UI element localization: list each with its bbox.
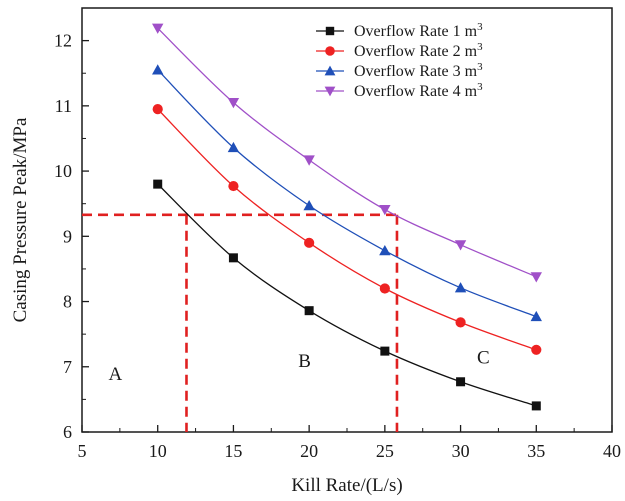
legend-label: Overflow Rate 1 m3 <box>354 21 483 40</box>
data-point <box>531 344 542 355</box>
data-point <box>153 179 163 189</box>
x-axis-label: Kill Rate/(L/s) <box>291 475 402 496</box>
data-point <box>304 237 315 248</box>
legend-item: Overflow Rate 1 m3 <box>316 21 483 40</box>
data-point <box>228 180 239 192</box>
data-point <box>379 283 390 294</box>
data-point <box>530 272 542 283</box>
y-tick-label: 9 <box>63 226 72 246</box>
region-label-b: B <box>298 351 311 372</box>
data-point <box>531 401 541 411</box>
x-tick-label: 35 <box>527 441 545 461</box>
legend-item: Overflow Rate 4 m3 <box>316 81 483 100</box>
legend-item: Overflow Rate 3 m3 <box>316 61 483 80</box>
y-tick-label: 8 <box>63 292 72 312</box>
series-1 <box>153 179 541 411</box>
legend-label: Overflow Rate 4 m3 <box>354 81 483 100</box>
x-tick-label: 20 <box>300 441 318 461</box>
series-line <box>157 69 537 318</box>
reference-lines <box>82 213 399 432</box>
legend-marker <box>325 46 335 56</box>
data-point <box>152 104 163 115</box>
data-point <box>380 346 390 356</box>
data-point <box>303 155 315 166</box>
x-tick-label: 40 <box>603 441 621 461</box>
data-point <box>228 253 238 263</box>
x-tick-label: 10 <box>149 441 167 461</box>
x-tick-label: 15 <box>224 441 242 461</box>
data-point <box>379 205 391 216</box>
y-tick-label: 11 <box>55 96 72 116</box>
y-tick-label: 10 <box>54 161 72 181</box>
legend-label: Overflow Rate 2 m3 <box>354 41 483 60</box>
region-labels: A B C <box>108 348 489 385</box>
y-tick-label: 6 <box>63 422 72 442</box>
y-axis-label: Casing Pressure Peak/MPa <box>10 117 31 322</box>
data-point <box>304 306 314 316</box>
data-point <box>379 244 391 256</box>
x-tick-label: 30 <box>452 441 470 461</box>
legend-marker <box>324 65 336 76</box>
data-point <box>530 310 542 322</box>
legend-marker <box>324 86 336 97</box>
data-point <box>227 98 240 109</box>
data-point <box>227 141 240 153</box>
data-point <box>456 377 466 387</box>
data-point <box>152 23 164 34</box>
region-label-c: C <box>477 348 490 369</box>
y-tick-label: 12 <box>54 31 72 51</box>
series-group <box>152 23 542 411</box>
x-axis-ticks: 5 10 15 20 25 30 35 40 <box>78 425 621 461</box>
legend-marker <box>325 26 335 36</box>
x-tick-label: 25 <box>376 441 394 461</box>
data-point <box>303 199 315 211</box>
x-tick-label: 5 <box>78 441 87 461</box>
region-label-a: A <box>108 364 122 385</box>
data-point <box>152 64 164 75</box>
y-tick-label: 7 <box>63 357 72 377</box>
data-point <box>455 317 466 328</box>
series-2 <box>152 104 542 355</box>
legend-item: Overflow Rate 2 m3 <box>316 41 483 60</box>
data-point <box>454 282 467 293</box>
legend-label: Overflow Rate 3 m3 <box>354 61 483 80</box>
data-point <box>454 240 467 251</box>
y-axis-ticks: 6 7 8 9 10 11 12 <box>54 31 89 442</box>
series-3 <box>152 64 542 322</box>
series-4 <box>152 23 542 283</box>
series-line <box>157 27 537 278</box>
